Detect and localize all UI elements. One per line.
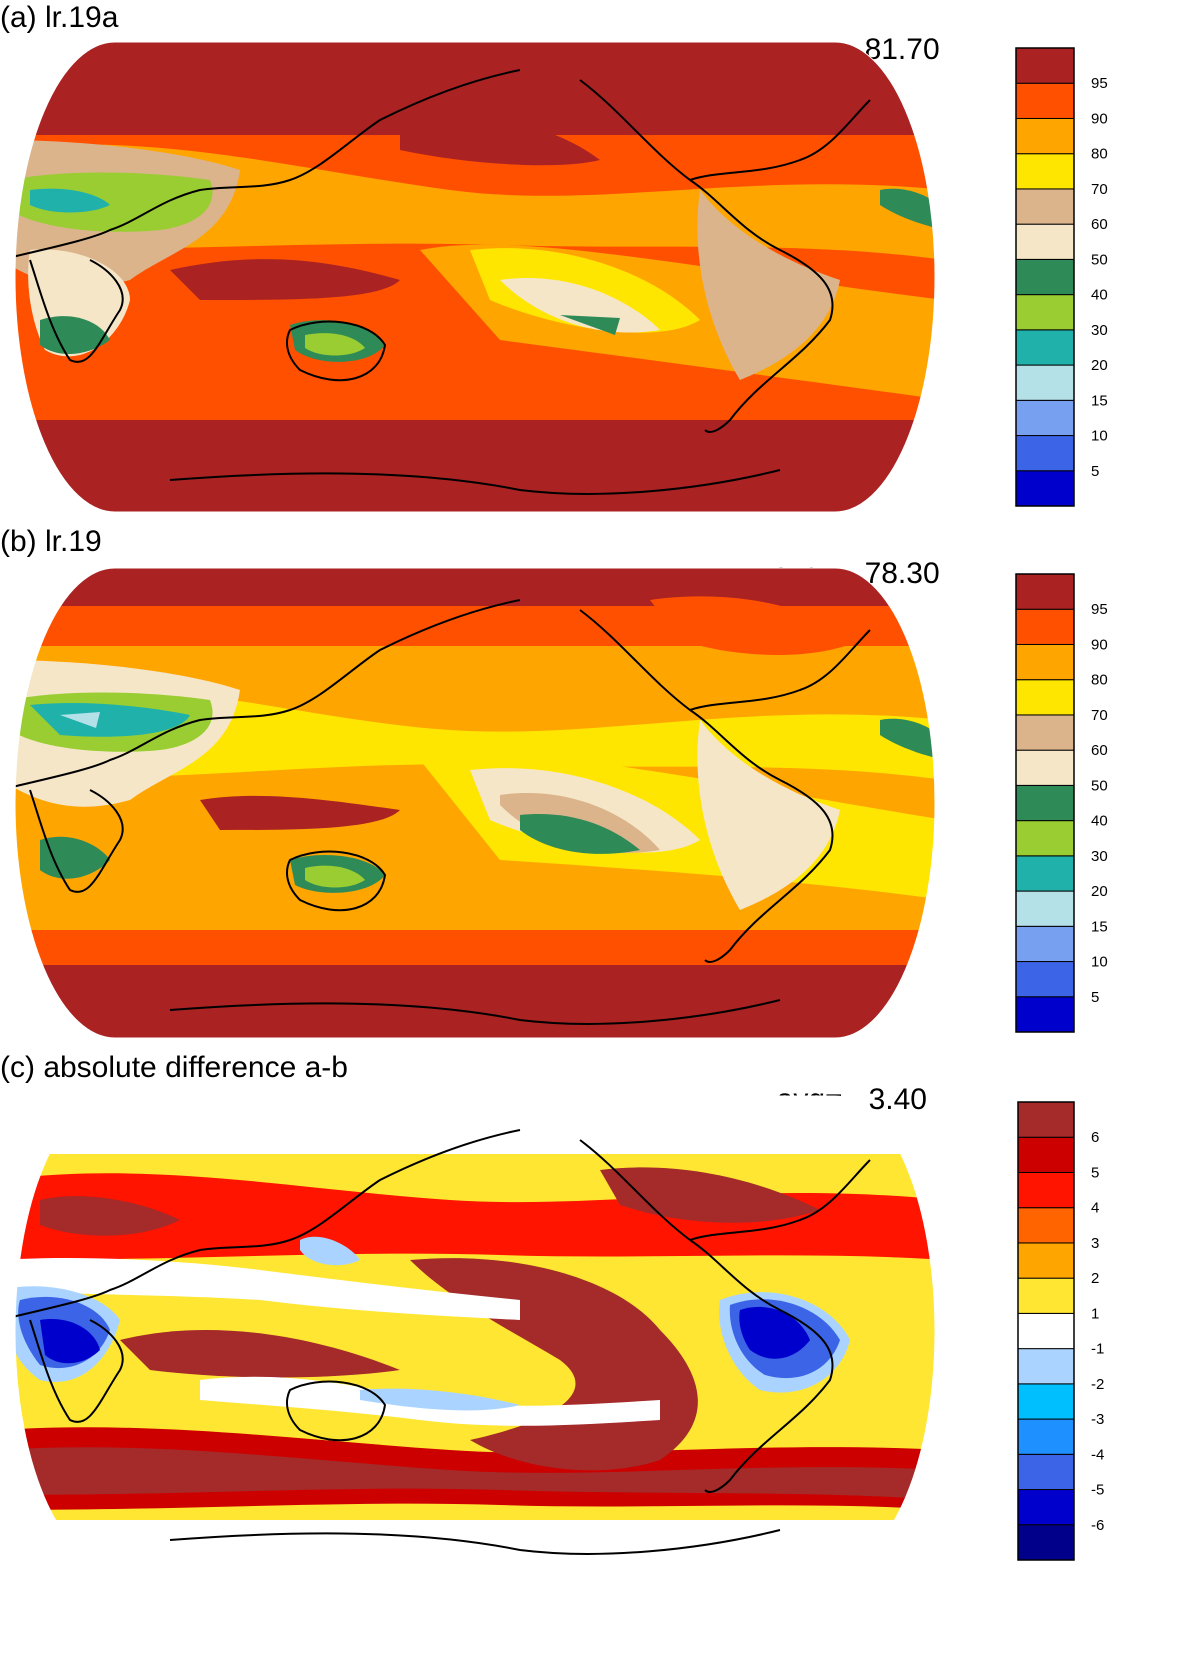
colorbar-c-swatch	[1017, 1418, 1075, 1455]
colorbar-a-swatch	[1015, 47, 1075, 84]
panel-b-avg-value: 78.30	[864, 557, 940, 590]
colorbar-c-label: -1	[1091, 1341, 1104, 1358]
colorbar-b-swatch	[1015, 679, 1075, 716]
colorbar-c-label: -2	[1091, 1376, 1104, 1393]
colorbar-c-swatch	[1017, 1489, 1075, 1526]
colorbar-b-swatch	[1015, 749, 1075, 786]
colorbar-b: 5 10 15 20 30 40 50 60 70 80 90 95	[1015, 573, 1108, 1033]
map-c-border	[14, 1095, 936, 1567]
colorbar-b-swatch	[1015, 996, 1075, 1033]
colorbar-a-swatch	[1015, 364, 1075, 401]
colorbar-a-swatch	[1015, 117, 1075, 155]
colorbar-b-label: 15	[1091, 918, 1108, 935]
colorbar-b-label: 80	[1091, 672, 1108, 689]
colorbar-a-label: 40	[1091, 287, 1108, 304]
colorbar-a-swatch	[1015, 329, 1075, 366]
colorbar-c-label: 6	[1091, 1129, 1099, 1146]
colorbar-b-swatch	[1015, 855, 1075, 892]
colorbar-c-frame	[1017, 1101, 1075, 1561]
colorbar-c-swatch	[1017, 1524, 1075, 1561]
colorbar-a-swatch	[1015, 470, 1075, 507]
colorbar-b-swatch	[1015, 784, 1075, 822]
map-b	[15, 568, 935, 1038]
panel-b-title: (b) lr.19	[0, 525, 102, 558]
panel-c-title: (c) absolute difference a-b	[0, 1051, 348, 1084]
colorbar-b-frame	[1015, 573, 1075, 1033]
colorbar-a-swatch	[1015, 188, 1075, 225]
colorbar-a-swatch	[1015, 258, 1075, 296]
colorbar-b-label: 30	[1091, 848, 1108, 865]
colorbar-b-swatch	[1015, 573, 1075, 610]
colorbar-a: 5 10 15 20 30 40 50 60 70 80 90 95	[1015, 47, 1108, 507]
colorbar-b-label: 10	[1091, 954, 1108, 971]
colorbar-b-swatch	[1015, 608, 1075, 645]
colorbar-c-label: 1	[1091, 1305, 1099, 1322]
colorbar-c-label: -6	[1091, 1517, 1104, 1534]
colorbar-c-label: -5	[1091, 1482, 1104, 1499]
colorbar-b-swatch	[1015, 643, 1075, 681]
colorbar-c-swatch	[1017, 1348, 1075, 1385]
colorbar-b-label: 20	[1091, 883, 1108, 900]
colorbar-b-label: 70	[1091, 707, 1108, 724]
panel-a-avg-value: 81.70	[864, 33, 940, 66]
colorbar-c-swatch	[1017, 1136, 1075, 1173]
colorbar-c-swatch	[1017, 1242, 1075, 1279]
colorbar-c-swatch	[1017, 1101, 1075, 1138]
colorbar-a-label: 60	[1091, 216, 1108, 233]
colorbar-b-label: 50	[1091, 777, 1108, 794]
colorbar-c-swatch	[1017, 1453, 1075, 1491]
colorbar-a-label: 5	[1091, 463, 1099, 480]
map-b-border	[14, 567, 936, 1039]
colorbar-c-swatch	[1017, 1207, 1075, 1244]
colorbar-c-swatch	[1017, 1171, 1075, 1209]
map-a	[15, 42, 935, 512]
colorbar-b-swatch	[1015, 820, 1075, 857]
colorbar-a-swatch	[1015, 435, 1075, 472]
colorbar-c-label: 5	[1091, 1164, 1099, 1181]
colorbar-a-label: 95	[1091, 75, 1108, 92]
colorbar-a-label: 70	[1091, 181, 1108, 198]
colorbar-a-frame	[1015, 47, 1075, 507]
colorbar-b-label: 95	[1091, 601, 1108, 618]
colorbar-b-swatch	[1015, 714, 1075, 751]
colorbar-b-label: 5	[1091, 989, 1099, 1006]
colorbar-a-label: 80	[1091, 146, 1108, 163]
colorbar-c-label: 4	[1091, 1200, 1099, 1217]
colorbar-a-swatch	[1015, 153, 1075, 190]
colorbar-a-label: 90	[1091, 110, 1108, 127]
colorbar-c: -6 -5 -4 -3 -2 -1 1 2 3 4 5 6	[1017, 1101, 1104, 1561]
colorbar-b-label: 60	[1091, 742, 1108, 759]
map-a-border	[14, 41, 936, 513]
map-c	[15, 1096, 935, 1566]
colorbar-b-label: 40	[1091, 813, 1108, 830]
colorbar-b-swatch	[1015, 961, 1075, 998]
colorbar-b-swatch	[1015, 890, 1075, 927]
colorbar-b-label: 90	[1091, 636, 1108, 653]
colorbar-c-swatch	[1017, 1312, 1075, 1350]
colorbar-c-swatch	[1017, 1277, 1075, 1314]
colorbar-c-label: -3	[1091, 1411, 1104, 1428]
colorbar-a-label: 15	[1091, 392, 1108, 409]
colorbar-a-label: 20	[1091, 357, 1108, 374]
colorbar-b-swatch	[1015, 925, 1075, 963]
colorbar-c-label: -4	[1091, 1446, 1104, 1463]
colorbar-a-label: 30	[1091, 322, 1108, 339]
colorbar-c-label: 3	[1091, 1235, 1099, 1252]
colorbar-c-swatch	[1017, 1383, 1075, 1420]
colorbar-a-swatch	[1015, 223, 1075, 260]
colorbar-a-label: 10	[1091, 428, 1108, 445]
colorbar-a-swatch	[1015, 294, 1075, 331]
colorbar-a-label: 50	[1091, 251, 1108, 268]
colorbar-c-label: 2	[1091, 1270, 1099, 1287]
colorbar-a-swatch	[1015, 399, 1075, 437]
panel-c-avg-value: 3.40	[868, 1083, 927, 1116]
panel-a-title: (a) lr.19a	[0, 1, 119, 34]
panel-b-avg: avg=78.30	[756, 526, 940, 590]
colorbar-a-swatch	[1015, 82, 1075, 119]
